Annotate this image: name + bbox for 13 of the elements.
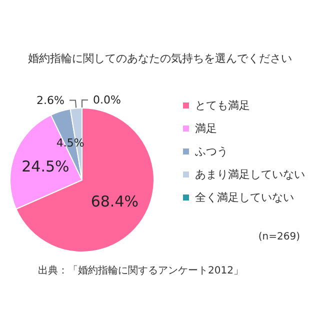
data-label: 2.6% [36,94,64,107]
legend-label: 満足 [195,122,217,135]
legend-label: あまり満足していない [195,168,305,181]
data-label: 68.4% [90,192,138,210]
text: 0.0% [93,94,121,106]
legend-label: ふつう [194,145,228,158]
source-note: 出典：「婚約指輪に関するアンケート2012」 [38,264,244,276]
text: (n=269) [258,232,300,242]
chart-title: 婚約指輪に関してのあなたの気持ちを選んでください [28,52,292,65]
legend-label: とても満足 [195,99,250,112]
legend-label: 全く満足していない [195,191,294,204]
data-label: 24.5% [22,157,70,176]
data-label: 4.5% [56,136,84,150]
